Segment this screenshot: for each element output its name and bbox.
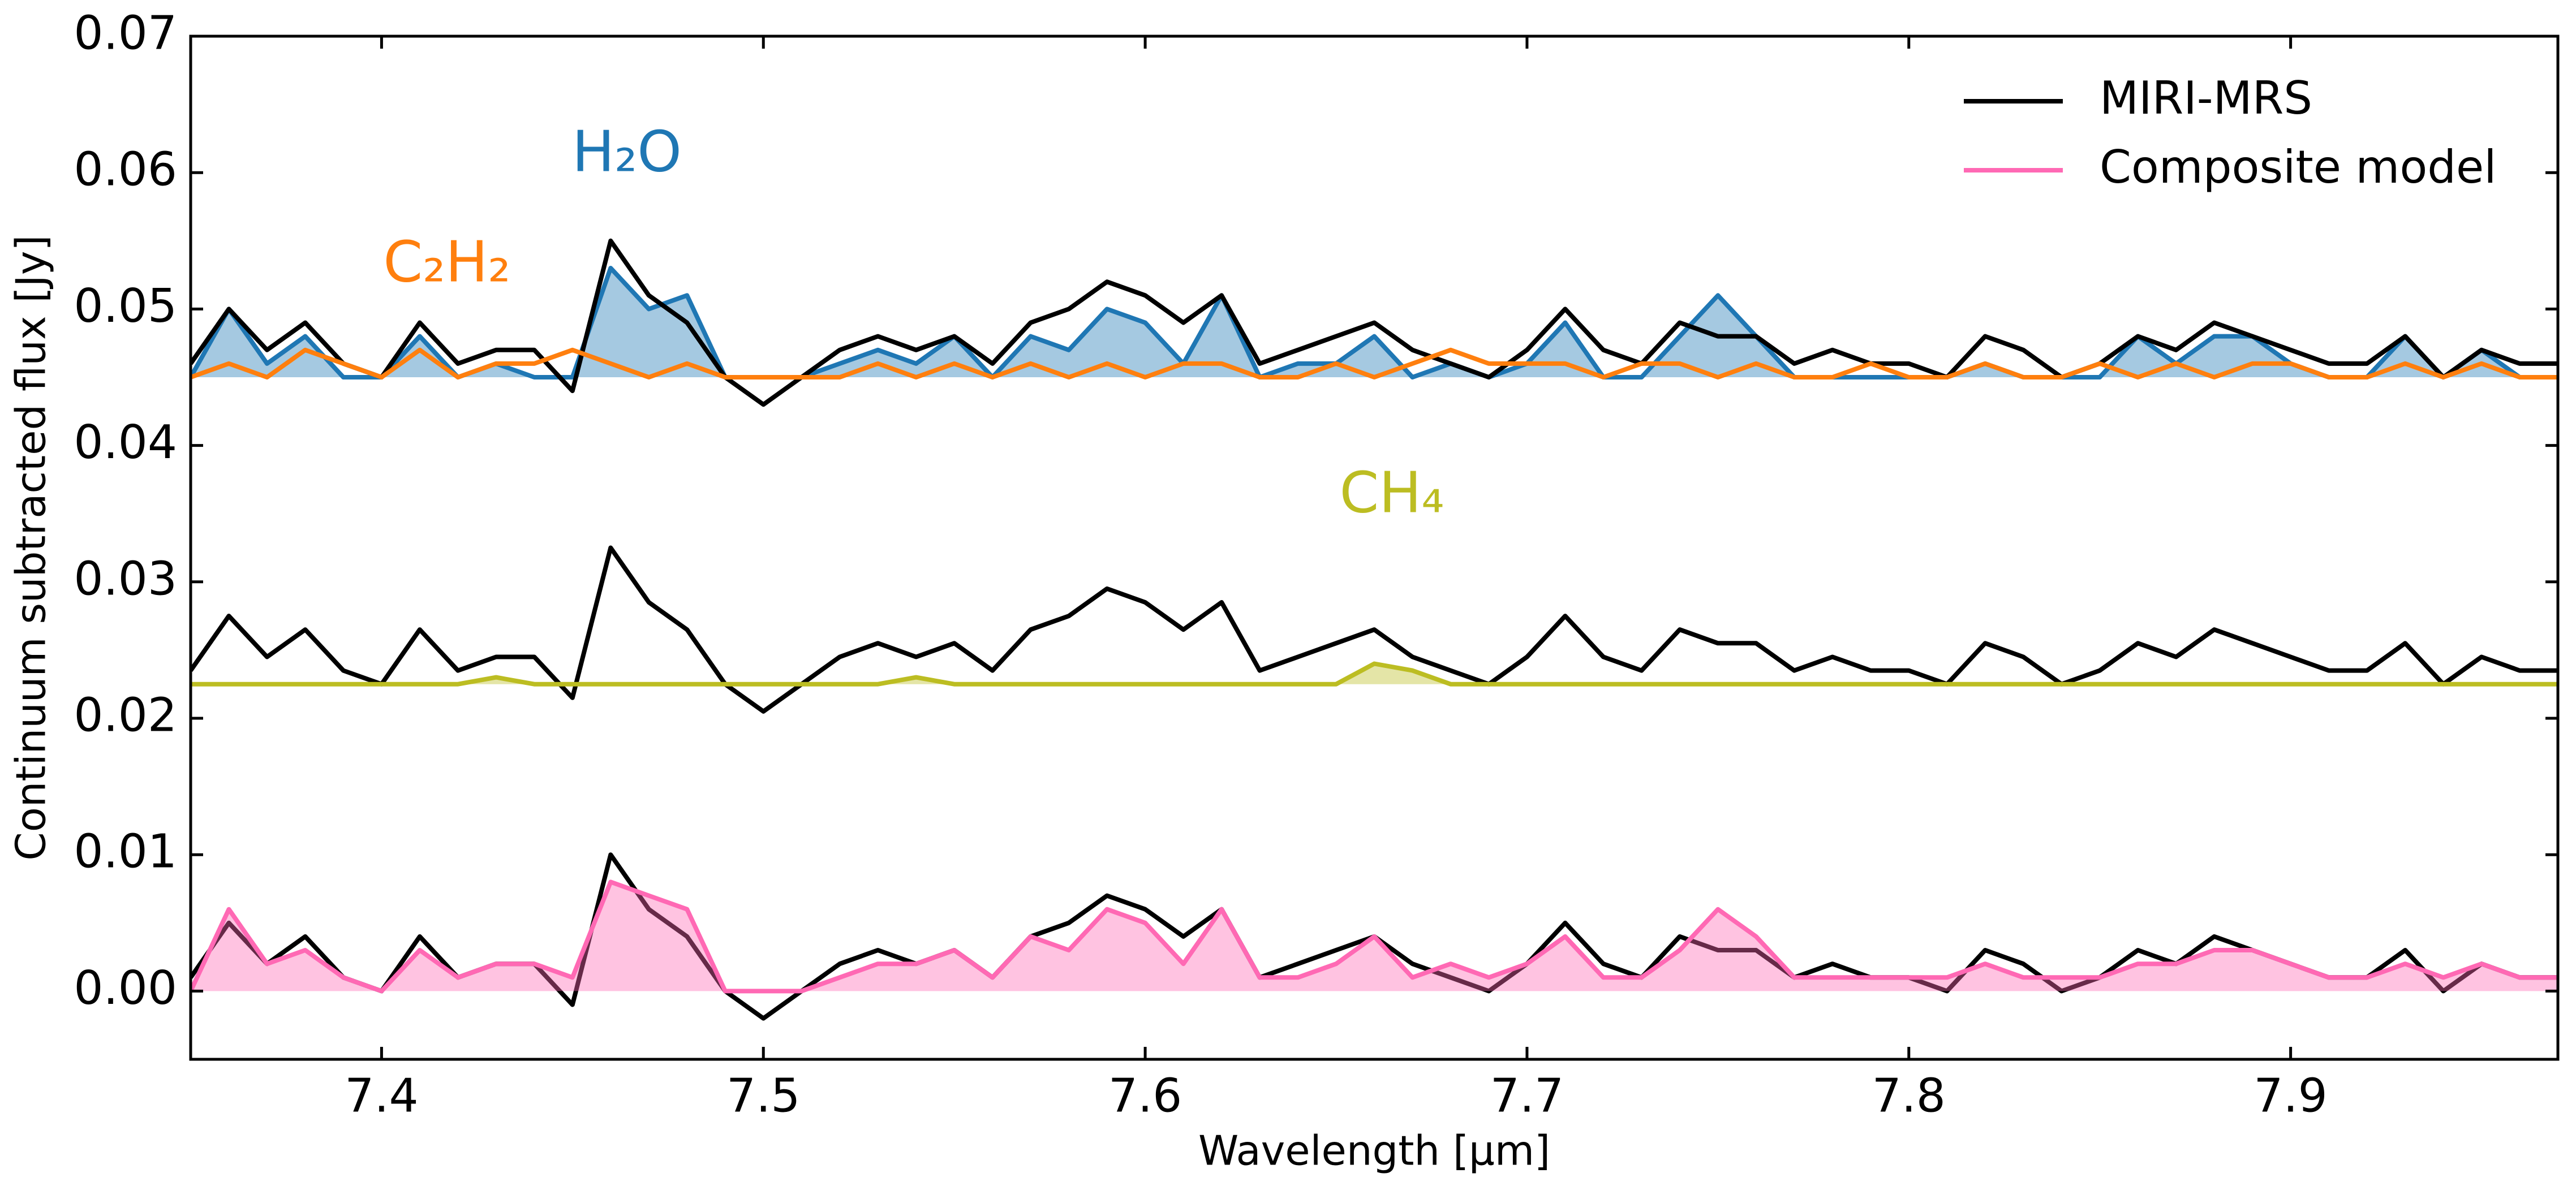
x-tick-label: 7.4 [345, 1069, 418, 1123]
legend-label: MIRI-MRS [2100, 72, 2312, 124]
series-fill [191, 663, 2558, 684]
y-tick-label: 0.07 [74, 6, 177, 60]
y-tick-label: 0.00 [74, 961, 177, 1015]
x-tick-label: 7.9 [2254, 1069, 2327, 1123]
x-tick-label: 7.8 [1872, 1069, 1946, 1123]
x-tick-label: 7.5 [726, 1069, 800, 1123]
y-tick-label: 0.04 [74, 416, 177, 469]
annotation: CH₄ [1339, 459, 1444, 525]
series-line [191, 879, 2558, 994]
annotation: C₂H₂ [383, 228, 510, 295]
series-line [191, 238, 2558, 407]
x-tick-label: 7.7 [1490, 1069, 1564, 1123]
y-tick-label: 0.02 [74, 688, 177, 742]
legend-label: Composite model [2100, 141, 2496, 193]
x-tick-label: 7.6 [1108, 1069, 1182, 1123]
x-axis-label: Wavelength [μm] [1198, 1127, 1550, 1175]
plot-area [191, 238, 2558, 1021]
y-tick-label: 0.01 [74, 825, 177, 879]
y-tick-label: 0.06 [74, 143, 177, 197]
y-tick-label: 0.05 [74, 279, 177, 333]
series-line [191, 545, 2558, 714]
y-tick-label: 0.03 [74, 552, 177, 606]
series-line [191, 661, 2558, 687]
y-axis-label: Continuum subtracted flux [Jy] [7, 235, 55, 860]
series-fill [191, 268, 2558, 377]
annotation: H₂O [572, 118, 682, 184]
axes-frame [189, 34, 2560, 1061]
series-line [191, 347, 2558, 379]
